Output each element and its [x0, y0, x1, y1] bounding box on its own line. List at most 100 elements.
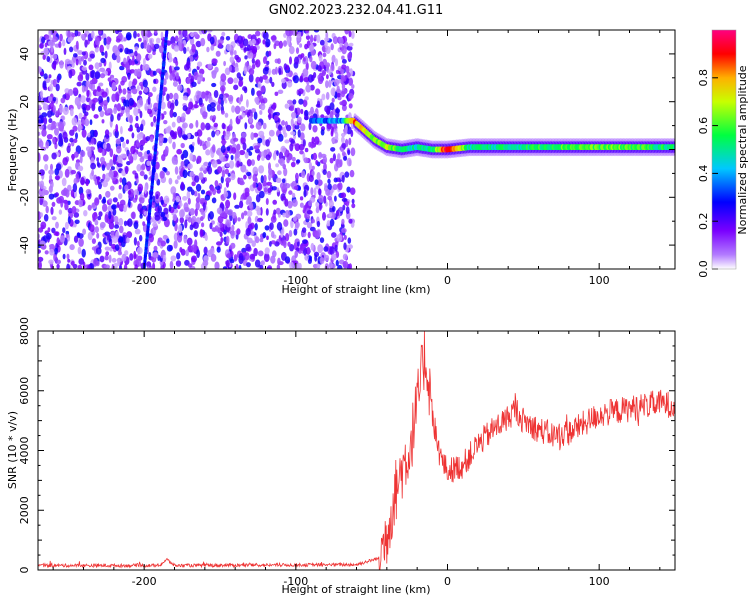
noise-speckle: [233, 137, 239, 142]
noise-speckle: [46, 56, 51, 62]
noise-speckle: [347, 237, 352, 244]
noise-speckle: [136, 68, 142, 78]
noise-speckle: [162, 78, 167, 86]
noise-speckle: [119, 225, 124, 234]
noise-speckle: [64, 221, 69, 230]
noise-speckle: [104, 264, 110, 269]
noise-speckle: [226, 146, 231, 152]
noise-speckle: [87, 57, 92, 62]
noise-speckle: [127, 198, 131, 208]
noise-speckle: [323, 254, 330, 262]
noise-speckle: [251, 240, 256, 247]
noise-speckle: [241, 212, 245, 220]
noise-speckle: [325, 62, 331, 68]
noise-speckle: [199, 228, 204, 238]
noise-speckle: [106, 108, 111, 114]
noise-speckle: [184, 64, 190, 71]
noise-speckle: [140, 42, 145, 49]
noise-speckle: [166, 238, 170, 244]
noise-speckle: [64, 168, 70, 178]
noise-speckle: [175, 72, 179, 80]
noise-speckle: [193, 104, 199, 109]
noise-speckle: [290, 131, 296, 136]
noise-speckle: [246, 171, 252, 177]
noise-speckle: [114, 224, 120, 229]
noise-speckle: [270, 240, 276, 245]
noise-speckle: [324, 263, 329, 269]
noise-speckle: [168, 92, 174, 100]
noise-speckle: [50, 163, 53, 171]
noise-speckle: [156, 178, 161, 186]
noise-speckle: [349, 187, 356, 195]
noise-speckle: [305, 35, 311, 40]
noise-speckle: [216, 207, 223, 215]
noise-speckle: [40, 221, 47, 230]
noise-speckle: [350, 147, 356, 157]
noise-speckle: [253, 145, 260, 150]
noise-speckle: [299, 243, 305, 251]
noise-speckle: [294, 263, 300, 269]
noise-speckle: [83, 210, 88, 217]
noise-speckle: [174, 35, 179, 42]
noise-speckle: [219, 93, 224, 100]
noise-speckle: [341, 151, 346, 157]
noise-speckle: [329, 218, 335, 227]
noise-speckle: [180, 160, 185, 168]
noise-speckle: [207, 63, 213, 69]
noise-speckle: [247, 216, 252, 225]
noise-speckle: [59, 33, 63, 42]
noise-speckle: [134, 228, 141, 235]
noise-speckle: [67, 37, 73, 43]
noise-speckle: [104, 129, 110, 136]
noise-speckle: [284, 103, 289, 109]
noise-speckle: [339, 43, 343, 48]
noise-speckle: [193, 230, 198, 238]
noise-speckle: [38, 249, 41, 254]
snr-x-label: Height of straight line (km): [281, 583, 430, 596]
noise-speckle: [334, 244, 338, 252]
noise-speckle: [104, 246, 111, 251]
noise-speckle: [254, 223, 258, 231]
y-tick-label: -20: [18, 188, 31, 206]
noise-speckle: [165, 171, 170, 176]
noise-speckle: [268, 106, 272, 115]
noise-speckle: [83, 86, 89, 92]
noise-speckle: [81, 66, 88, 71]
noise-speckle: [189, 170, 194, 177]
noise-speckle: [310, 60, 317, 70]
noise-speckle: [262, 232, 267, 239]
noise-speckle: [182, 95, 188, 101]
noise-speckle: [236, 160, 241, 168]
noise-speckle: [131, 211, 136, 220]
noise-speckle: [166, 244, 173, 252]
noise-speckle: [235, 263, 239, 269]
noise-speckle: [286, 99, 293, 105]
noise-speckle: [143, 39, 147, 49]
noise-speckle: [115, 244, 120, 251]
noise-speckle: [295, 213, 302, 220]
noise-speckle: [45, 34, 50, 40]
noise-speckle: [267, 187, 272, 194]
noise-speckle: [236, 228, 241, 235]
noise-speckle: [238, 80, 244, 87]
noise-speckle: [237, 35, 244, 44]
noise-speckle: [341, 228, 347, 233]
noise-speckle: [60, 97, 66, 104]
noise-speckle: [260, 260, 265, 266]
noise-speckle: [285, 124, 292, 132]
noise-speckle: [248, 238, 252, 244]
noise-speckle: [319, 257, 325, 265]
noise-speckle: [269, 241, 272, 247]
noise-speckle: [92, 212, 98, 221]
noise-speckle: [229, 160, 235, 169]
noise-speckle: [154, 214, 161, 221]
spectrogram-x-ticks: -200 -100 0 100: [52, 30, 661, 287]
noise-speckle: [118, 184, 122, 190]
noise-speckle: [272, 102, 276, 111]
noise-speckle: [184, 219, 188, 229]
figure-title: GN02.2023.232.04.41.G11: [269, 3, 444, 18]
noise-speckle: [45, 232, 52, 240]
noise-speckle: [62, 131, 68, 140]
noise-speckle: [78, 198, 83, 208]
noise-speckle: [297, 129, 301, 138]
